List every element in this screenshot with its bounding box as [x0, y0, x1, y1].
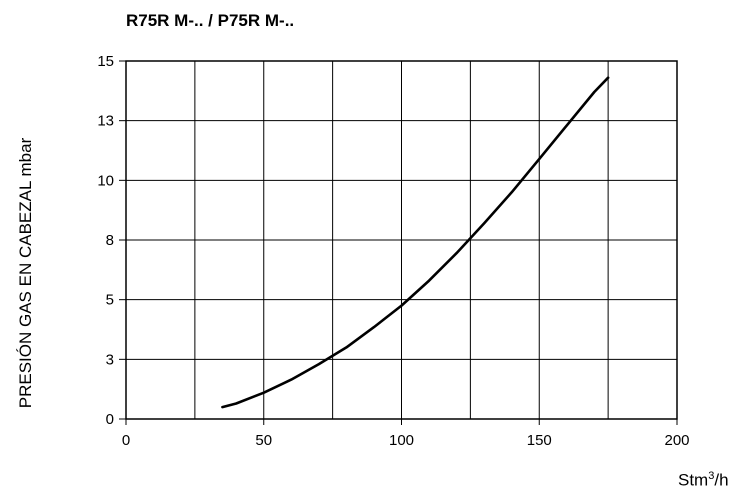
- x-tick-label: 150: [527, 432, 552, 449]
- pressure-curve: [221, 76, 610, 409]
- x-axis-label-sup: 3: [708, 470, 715, 482]
- y-tick-label: 8: [106, 232, 114, 249]
- x-tick-label: 50: [255, 432, 272, 449]
- chart-title: R75R M-.. / P75R M-..: [126, 11, 294, 30]
- x-axis-label-main: Stm: [678, 470, 709, 490]
- grid: [126, 61, 677, 419]
- y-tick-label: 5: [106, 292, 114, 309]
- x-axis-label: Stm3/h: [678, 470, 729, 491]
- y-tick-label: 13: [97, 113, 114, 130]
- y-tick-label: 3: [106, 351, 114, 368]
- y-axis-label: PRESIÓN GAS EN CABEZAL mbar: [16, 137, 35, 408]
- plot-frame: [125, 60, 678, 420]
- x-tick-label: 200: [664, 432, 689, 449]
- x-tick-label: 100: [389, 432, 414, 449]
- y-tick-label: 0: [106, 411, 114, 428]
- series-layer: [221, 76, 610, 409]
- x-tick-label: 0: [122, 432, 130, 449]
- y-tick-label: 15: [97, 53, 114, 70]
- y-tick-label: 10: [97, 172, 114, 189]
- x-axis-label-tail: /h: [714, 470, 729, 490]
